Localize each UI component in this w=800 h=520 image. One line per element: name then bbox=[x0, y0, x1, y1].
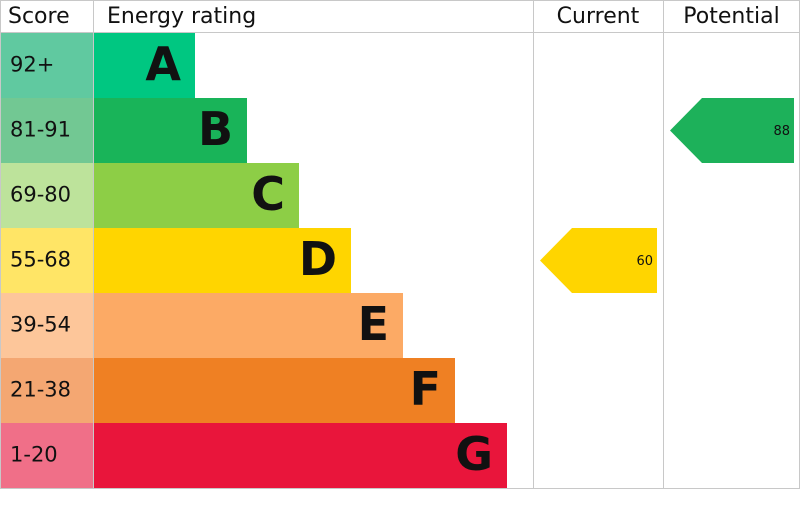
rating-bar bbox=[93, 293, 403, 358]
score-cell bbox=[0, 33, 93, 98]
score-cell bbox=[0, 163, 93, 228]
rating-letter: E bbox=[358, 297, 389, 351]
score-label: 39-54 bbox=[10, 313, 71, 337]
column-header: Current bbox=[557, 4, 640, 29]
score-cell bbox=[0, 293, 93, 358]
rating-bar bbox=[93, 163, 299, 228]
column-header: Score bbox=[8, 4, 70, 29]
rating-letter: F bbox=[410, 362, 441, 416]
score-cell bbox=[0, 358, 93, 423]
rating-bar bbox=[93, 228, 351, 293]
rating-value: 60 bbox=[636, 254, 653, 269]
rating-bar bbox=[93, 423, 507, 488]
score-label: 69-80 bbox=[10, 183, 71, 207]
rating-letter: A bbox=[145, 37, 181, 91]
score-label: 92+ bbox=[10, 53, 54, 77]
score-cell bbox=[0, 423, 93, 488]
score-label: 81-91 bbox=[10, 118, 71, 142]
rating-value: 88 bbox=[773, 124, 790, 139]
rating-letter: C bbox=[251, 167, 285, 221]
column-header: Potential bbox=[683, 4, 779, 29]
score-label: 21-38 bbox=[10, 378, 71, 402]
rating-bar bbox=[93, 358, 455, 423]
rating-bar bbox=[93, 33, 195, 98]
column-header: Energy rating bbox=[107, 4, 256, 29]
rating-bar bbox=[93, 98, 247, 163]
rating-arrow bbox=[540, 228, 657, 293]
rating-letter: D bbox=[299, 232, 337, 286]
score-cell bbox=[0, 98, 93, 163]
rating-arrow bbox=[670, 98, 794, 163]
rating-letter: B bbox=[198, 102, 233, 156]
score-label: 55-68 bbox=[10, 248, 71, 272]
score-cell bbox=[0, 228, 93, 293]
rating-letter: G bbox=[455, 427, 493, 481]
score-label: 1-20 bbox=[10, 443, 58, 467]
